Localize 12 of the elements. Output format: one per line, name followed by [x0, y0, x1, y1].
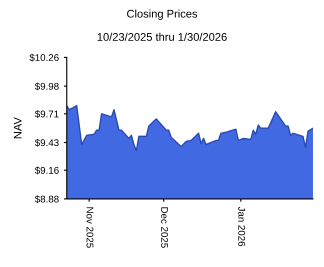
y-tick-label: $9.16	[34, 166, 59, 174]
y-axis-title: NAV	[14, 117, 22, 138]
y-tick-label: $9.98	[34, 82, 59, 90]
x-tick-label: Nov 2025	[86, 207, 94, 248]
chart-subtitle: 10/23/2025 thru 1/30/2026	[98, 32, 227, 41]
x-tick-label: Dec 2025	[161, 207, 168, 248]
chart-title: Closing Prices	[127, 10, 198, 20]
y-tick-label: $8.88	[34, 195, 59, 204]
x-tick-label: Jan 2026	[238, 206, 246, 246]
y-tick-label: $10.26	[29, 54, 59, 62]
y-tick-label: $9.43	[34, 138, 59, 147]
y-tick-label: $9.71	[34, 110, 59, 118]
